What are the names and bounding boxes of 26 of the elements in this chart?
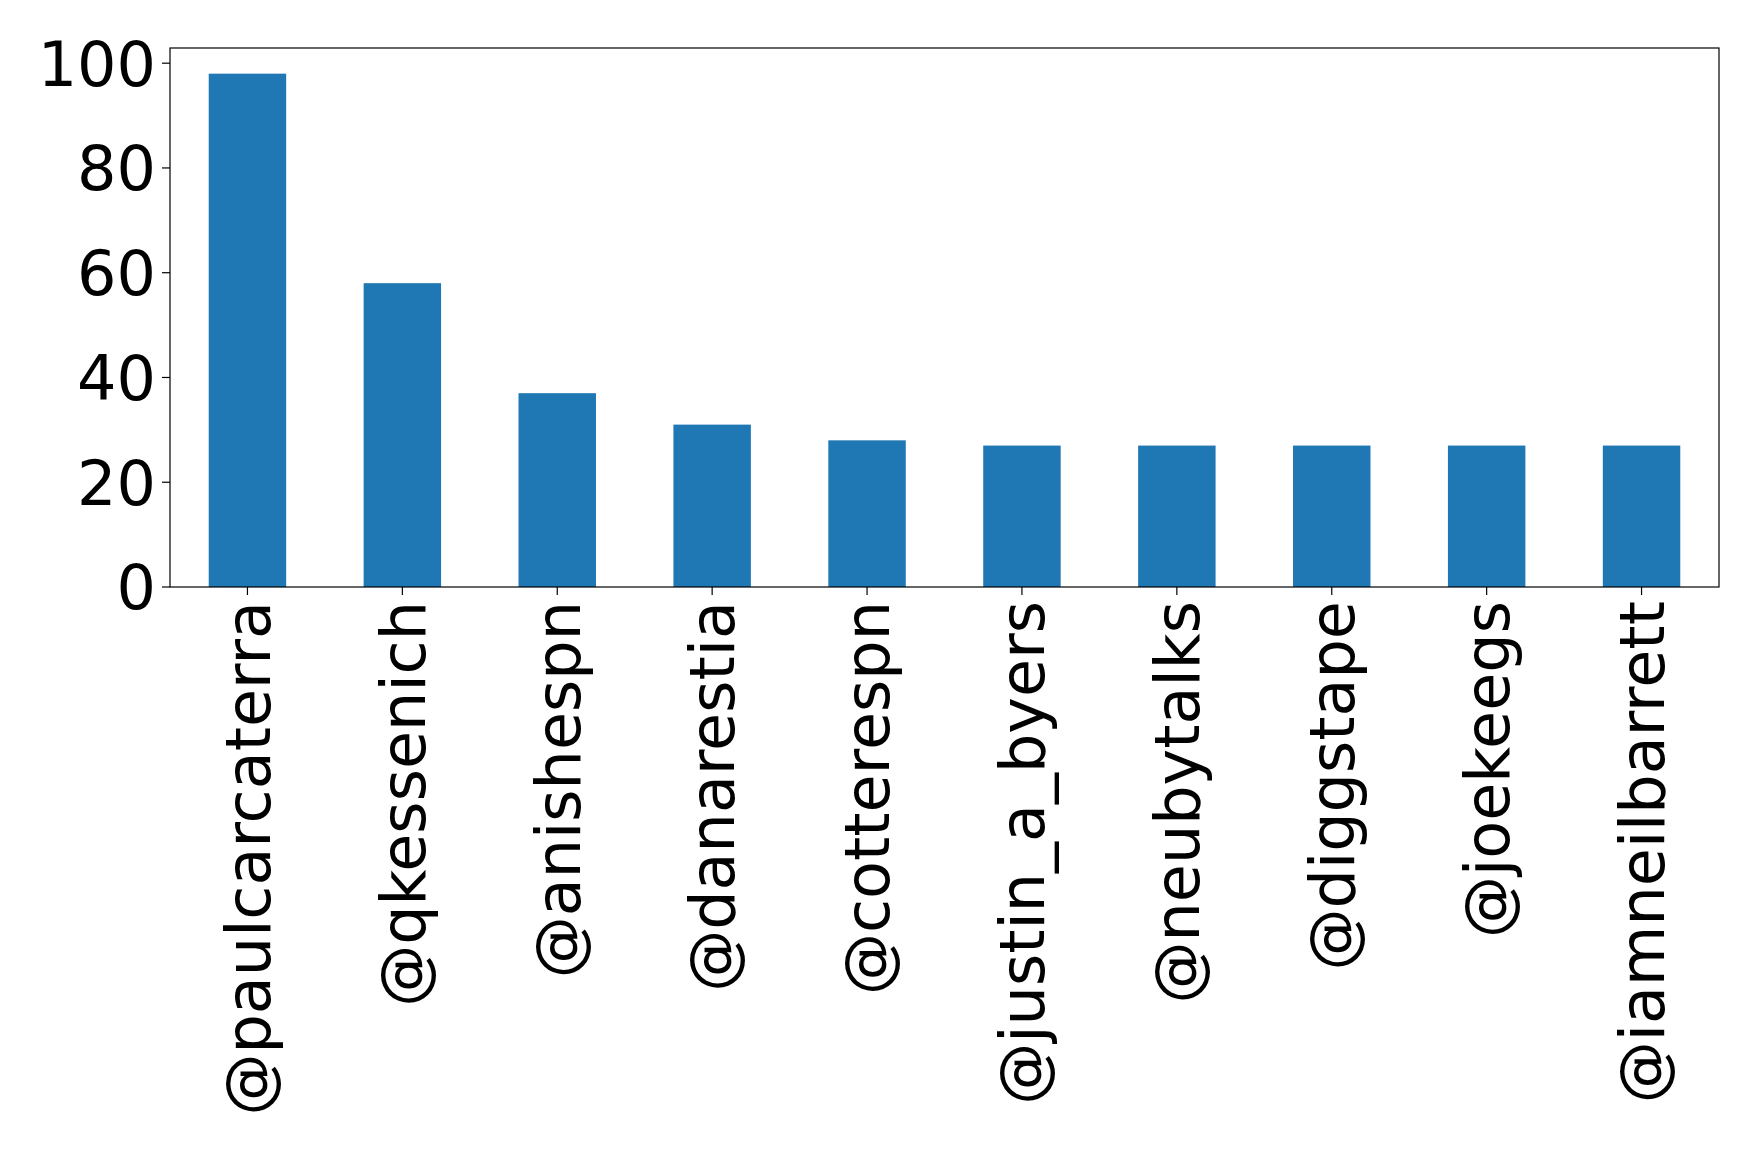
x-tick-label: @neubytalks [1141, 601, 1215, 1004]
x-tick-label: @qkessenich [366, 601, 440, 1007]
x-tick-label: @anishespn [521, 601, 595, 979]
bar [1602, 445, 1681, 587]
bar [1293, 445, 1371, 587]
y-tick-label: 20 [77, 446, 156, 520]
x-tick-label: @danarestia [676, 601, 750, 992]
bar [1138, 445, 1216, 587]
y-tick-label: 0 [116, 551, 156, 625]
bar [208, 73, 287, 587]
bar [983, 445, 1061, 587]
y-tick-label: 80 [77, 132, 156, 206]
x-tick-label: @justin_a_byers [986, 601, 1060, 1105]
bar [363, 283, 442, 587]
bar [673, 424, 751, 587]
bar [518, 393, 596, 587]
x-tick-label: @diggstape [1296, 601, 1370, 971]
y-tick-label: 60 [77, 237, 156, 311]
y-tick-label: 40 [77, 341, 156, 415]
bar [1447, 445, 1526, 587]
bar [828, 440, 906, 587]
x-tick-label: @joekeegs [1450, 601, 1524, 938]
x-tick-label: @cotterespn [831, 601, 905, 996]
x-tick-label: @iamneilbarrett [1605, 601, 1679, 1104]
y-tick-label: 100 [37, 27, 156, 101]
x-tick-label: @paulcarcaterra [211, 601, 285, 1116]
